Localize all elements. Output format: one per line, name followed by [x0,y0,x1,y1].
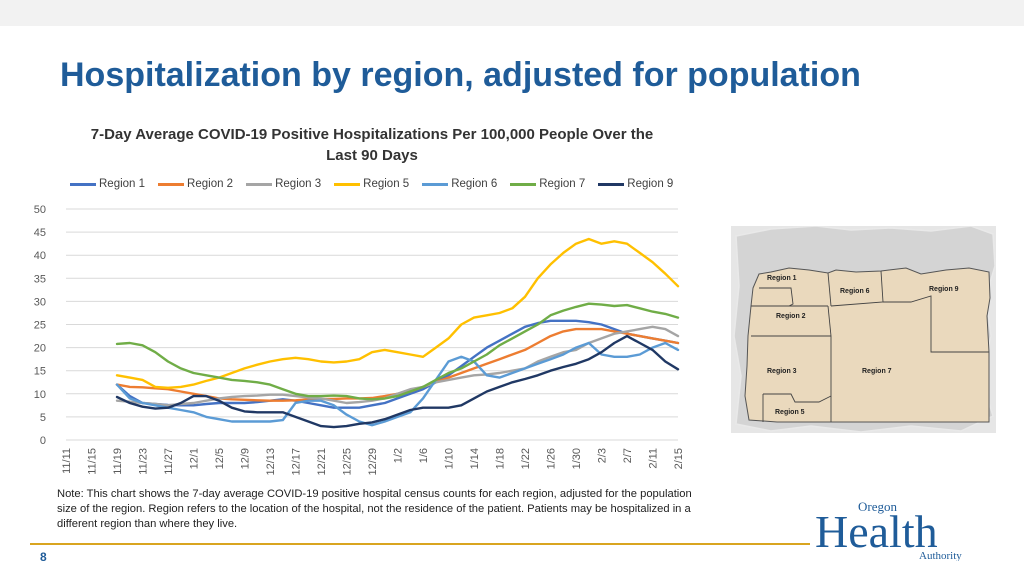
y-tick-label: 45 [34,227,46,239]
slide-title: Hospitalization by region, adjusted for … [60,56,861,94]
y-tick-label: 10 [34,389,46,401]
legend-label: Region 6 [451,178,498,190]
x-tick-label: 2/3 [597,448,609,463]
map-label-region-9: Region 9 [929,286,959,293]
x-tick-label: 1/18 [495,448,507,469]
y-tick-label: 50 [34,204,46,216]
y-tick-label: 25 [34,320,46,332]
series-line-region-5 [115,237,680,389]
legend-swatch [158,182,185,186]
legend-item-region-2: Region 2 [158,178,233,190]
legend-label: Region 5 [363,178,410,190]
chart-title-line-1: 7-Day Average COVID-19 Positive Hospital… [90,126,654,143]
x-tick-label: 12/25 [342,448,354,476]
x-tick-label: 2/11 [648,448,660,469]
x-tick-label: 11/11 [61,448,73,474]
x-tick-label: 1/14 [469,448,481,469]
map-label-region-7: Region 7 [862,368,892,375]
legend-swatch [334,182,361,186]
legend-item-region-3: Region 3 [246,178,321,190]
y-tick-label: 20 [34,343,46,355]
series-line-region-7 [115,302,680,401]
oregon-state-shape [744,267,991,423]
x-tick-label: 2/7 [622,448,634,463]
legend-label: Region 1 [99,178,146,190]
legend-swatch [510,182,537,186]
region-borders [751,270,989,422]
chart-note: Note: This chart shows the 7-day average… [57,488,692,530]
y-tick-label: 0 [40,435,46,447]
x-tick-label: 12/9 [240,448,252,469]
x-tick-label: 11/27 [163,448,175,475]
legend-item-region-9: Region 9 [598,178,673,190]
map-label-region-3: Region 3 [767,368,797,375]
x-tick-label: 2/15 [673,448,685,469]
legend-swatch [598,182,625,186]
x-tick-label: 12/13 [265,448,277,476]
legend-item-region-1: Region 1 [70,178,145,190]
y-tick-label: 15 [34,366,46,378]
legend-swatch [422,182,449,186]
x-tick-label: 1/26 [546,448,558,469]
oregon-region-map: Region 1 Region 6 Region 9 Region 2 Regi… [731,226,996,433]
x-tick-label: 12/5 [214,448,226,469]
legend-item-region-5: Region 5 [334,178,409,190]
legend-label: Region 3 [275,178,322,190]
x-tick-label: 12/17 [291,448,303,476]
chart-title-line-2: Last 90 Days [326,147,418,164]
x-tick-label: 11/23 [138,448,150,475]
x-tick-label: 1/30 [571,448,583,469]
series-line-region-6 [115,341,680,427]
line-chart: 0 5 10 15 20 25 30 35 40 45 50 11/11 11/15 11/19 11/23… [34,204,685,476]
x-tick-label: 1/2 [393,448,405,463]
map-label-region-1: Region 1 [767,275,797,282]
chart-legend: Region 1 Region 2 Region 3 Region 5 Region 6… [70,176,686,192]
x-tick-label: 11/19 [112,448,124,475]
y-tick-label: 40 [34,250,46,262]
x-tick-label: 11/15 [87,448,99,475]
x-tick-label: 12/1 [189,448,201,469]
legend-item-region-7: Region 7 [510,178,585,190]
x-tick-label: 1/6 [418,448,430,463]
top-band [0,0,1024,26]
map-label-region-6: Region 6 [840,288,870,295]
y-tick-label: 30 [34,296,46,308]
x-tick-label: 12/29 [367,448,379,476]
logo-oregon: Oregon [858,499,897,514]
y-tick-label: 35 [34,273,46,285]
series-line-region-1 [115,319,680,409]
x-tick-label: 1/22 [520,448,532,469]
legend-swatch [246,182,273,186]
oregon-health-authority-logo: Oregon Health Authority [815,499,962,561]
map-label-region-2: Region 2 [776,313,806,320]
series-line-region-9 [115,334,680,429]
legend-label: Region 9 [627,178,674,190]
chart-title: 7-Day Average COVID-19 Positive Hospital… [62,124,682,166]
logo-health: Health [815,506,938,557]
legend-label: Region 2 [187,178,234,190]
page-number: 8 [40,550,47,564]
map-label-region-5: Region 5 [775,409,805,416]
series-line-region-2 [115,327,680,402]
legend-item-region-6: Region 6 [422,178,497,190]
legend-label: Region 7 [539,178,586,190]
legend-swatch [70,182,96,186]
footer-divider [30,543,810,545]
y-tick-label: 5 [40,412,46,424]
logo-authority: Authority [919,550,962,561]
x-tick-label: 12/21 [316,448,328,476]
x-tick-label: 1/10 [444,448,456,469]
